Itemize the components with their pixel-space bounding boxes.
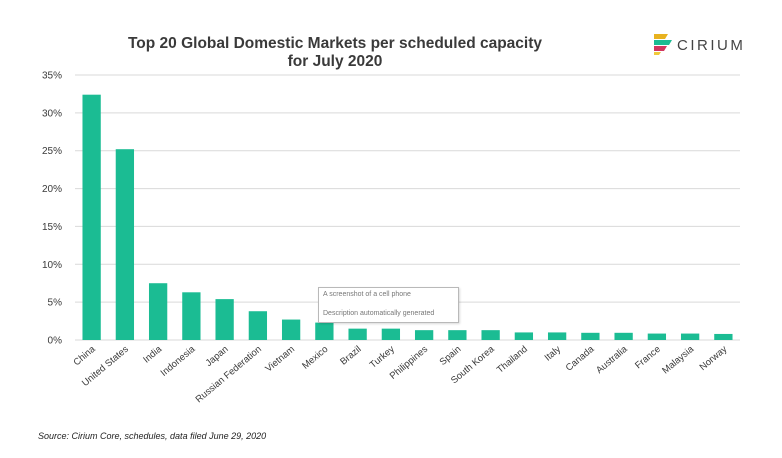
x-tick-label: Japan [204,344,231,369]
y-tick-label: 30% [42,108,62,119]
tooltip-line-1: A screenshot of a cell phone [323,291,411,298]
cirium-logo-icon [654,34,672,55]
bar [448,330,467,340]
alt-text-tooltip: A screenshot of a cell phone Description… [318,287,459,323]
y-tick-label: 20% [42,184,62,195]
bar [581,332,600,340]
x-tick-label: Mexico [300,344,330,372]
chart-title-line-1: Top 20 Global Domestic Markets per sched… [127,35,543,52]
bar [714,333,733,340]
bar [182,292,201,340]
x-tick-label: China [71,343,98,368]
tooltip-line-2: Description automatically generated [323,310,435,317]
x-tick-label: Norway [698,344,730,373]
cirium-logo-word: CIRIUM [677,37,746,54]
x-tick-label: Thailand [495,344,530,376]
bar [614,332,633,340]
bar [82,94,101,340]
x-tick-label: France [633,344,663,371]
bar [381,328,401,340]
x-tick-label: Italy [543,344,564,364]
y-tick-label: 5% [48,298,63,309]
chart-title-line-2: for July 2020 [287,53,383,70]
bar [148,283,168,340]
cirium-logo: CIRIUM [651,28,751,62]
y-tick-label: 25% [42,146,62,157]
bar [414,330,434,340]
x-tick-label: Brazil [338,344,363,368]
bar [647,333,667,340]
y-tick-label: 35% [42,71,62,82]
x-tick-label: Spain [438,344,464,368]
x-tick-label: Australia [594,343,630,376]
x-tick-label: Malaysia [660,343,696,376]
bar [680,333,700,340]
bar [547,332,567,340]
bar [215,299,234,340]
bar [348,328,367,340]
x-tick-label: Indonesia [159,343,198,378]
source-note: Source: Cirium Core, schedules, data fil… [38,431,267,441]
x-tick-label: Vietnam [263,344,297,375]
bar [248,311,268,340]
bar [514,332,534,340]
x-tick-label: Canada [564,343,597,373]
y-tick-label: 0% [48,336,63,347]
x-tick-label: India [141,343,164,365]
y-tick-label: 10% [42,260,62,271]
bar [315,322,334,340]
bar [281,319,301,340]
bar [481,330,500,340]
y-tick-label: 15% [42,222,62,233]
x-tick-label: Turkey [368,344,397,371]
bar [115,149,135,340]
